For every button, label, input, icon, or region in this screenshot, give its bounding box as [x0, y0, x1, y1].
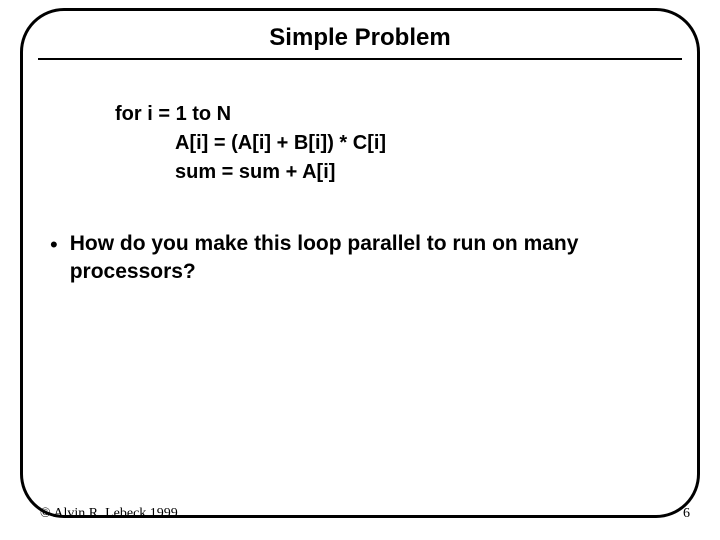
- bullet-marker: •: [50, 230, 58, 260]
- code-line: A[i] = (A[i] + B[i]) * C[i]: [115, 129, 386, 158]
- code-block: for i = 1 to N A[i] = (A[i] + B[i]) * C[…: [115, 100, 386, 187]
- code-line: sum = sum + A[i]: [115, 158, 386, 187]
- bullet-item: • How do you make this loop parallel to …: [50, 230, 670, 287]
- copyright-text: © Alvin R. Lebeck 1999: [40, 506, 178, 522]
- slide: Simple Problem for i = 1 to N A[i] = (A[…: [0, 0, 720, 540]
- slide-title: Simple Problem: [0, 24, 720, 52]
- code-line: for i = 1 to N: [115, 100, 386, 129]
- bullet-text: How do you make this loop parallel to ru…: [70, 230, 670, 287]
- page-number: 6: [683, 506, 690, 522]
- title-underline: [38, 58, 682, 60]
